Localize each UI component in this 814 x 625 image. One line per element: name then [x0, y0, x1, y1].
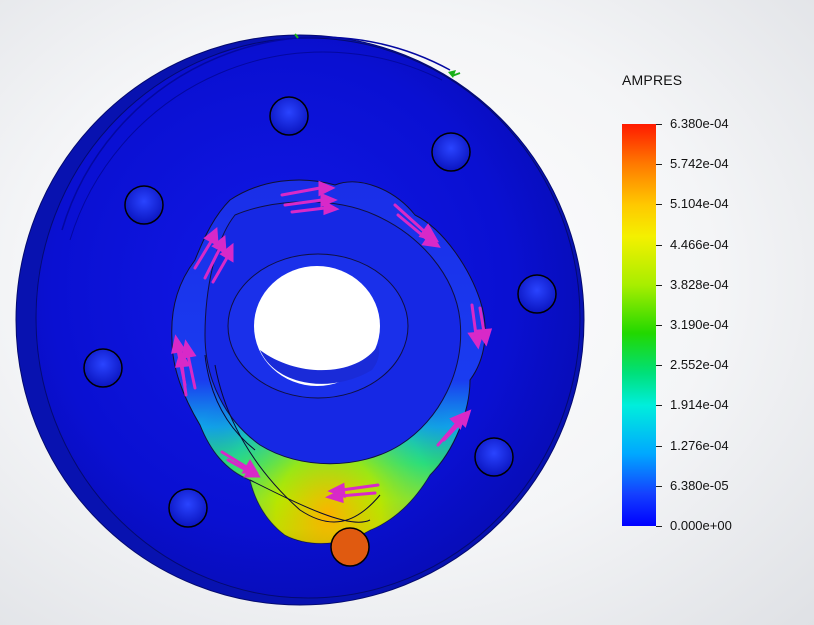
legend-label: 1.914e-04	[670, 397, 729, 413]
legend-label: 4.466e-04	[670, 236, 729, 252]
arrow-group	[436, 409, 472, 447]
arrow-group	[220, 450, 261, 478]
bolt-hole	[517, 274, 557, 314]
boss-edge	[204, 354, 256, 451]
boss-edge	[214, 364, 381, 523]
vector-arrows	[171, 180, 493, 504]
legend-tick	[656, 164, 662, 166]
bolt-hole	[431, 132, 471, 172]
model-view[interactable]	[0, 0, 600, 625]
triad-icon	[294, 33, 461, 78]
legend-tick	[656, 124, 662, 125]
arrow-group	[193, 227, 234, 284]
arrow-group	[324, 482, 380, 504]
boss-edge	[249, 479, 371, 523]
legend-label: 3.828e-04	[670, 276, 729, 292]
legend-tick	[656, 325, 662, 326]
bolt-hole	[168, 488, 208, 528]
legend-tick	[656, 365, 662, 367]
legend-title: AMPRES	[622, 72, 683, 88]
bolt-hole	[269, 96, 309, 136]
legend-tick	[656, 405, 662, 407]
bolt-hole	[474, 437, 514, 477]
arrow-group	[280, 180, 340, 216]
legend-tick	[656, 284, 662, 286]
legend-tick	[656, 244, 662, 246]
legend-color-bar	[622, 124, 656, 526]
legend-label: 0.000e+00	[670, 518, 732, 533]
legend-label: 1.276e-04	[670, 437, 729, 453]
legend-tick	[656, 526, 662, 527]
disk-step-edge	[69, 51, 443, 241]
legend-label: 3.190e-04	[670, 317, 729, 332]
bolt-hole	[330, 527, 370, 567]
disk-step-edge	[61, 36, 451, 231]
bolt-hole	[83, 348, 123, 388]
color-legend: AMPRES 6.380e-04 5.742e-04 5.104e-04 4.466e…	[600, 60, 800, 540]
bore-hole	[254, 266, 380, 386]
legend-label: 5.104e-04	[670, 196, 729, 212]
legend-tick	[656, 485, 662, 487]
bolt-hole	[124, 185, 164, 225]
legend-label: 6.380e-04	[670, 116, 729, 131]
arrow-group	[393, 203, 441, 248]
legend-label: 2.552e-04	[670, 357, 729, 373]
bolt-holes	[83, 96, 557, 567]
arrow-group	[171, 334, 197, 397]
legend-tick	[656, 445, 662, 447]
legend-tick	[656, 204, 662, 206]
bore-inner-shade	[260, 345, 380, 384]
legend-label: 6.380e-05	[670, 477, 729, 493]
legend-label: 5.742e-04	[670, 156, 729, 172]
arrow-group	[467, 303, 493, 350]
